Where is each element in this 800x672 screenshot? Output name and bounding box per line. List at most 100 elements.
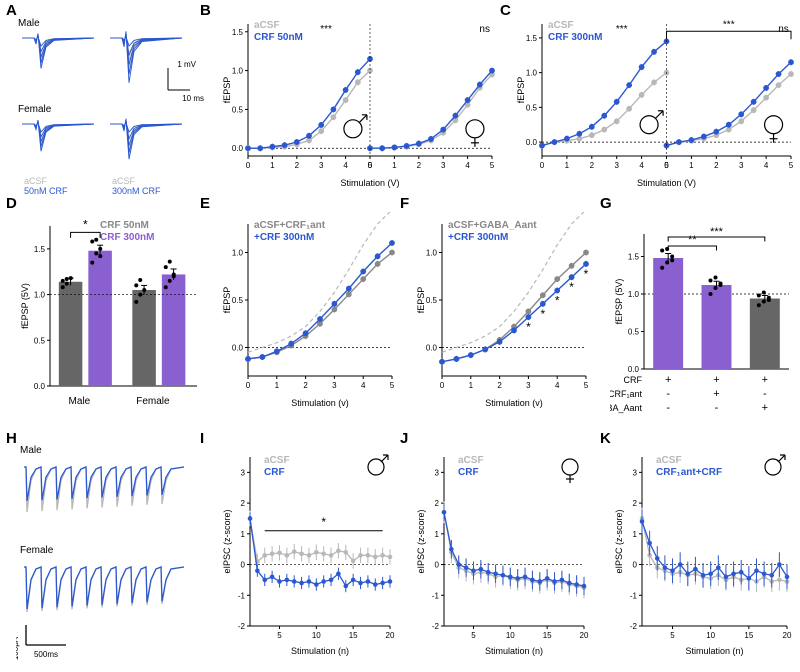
svg-text:Stimulation (n): Stimulation (n) [291, 646, 349, 656]
svg-text:*: * [584, 267, 589, 281]
svg-text:fEPSP (5V): fEPSP (5V) [614, 279, 624, 325]
svg-text:3: 3 [614, 161, 619, 170]
svg-text:1.5: 1.5 [34, 245, 46, 254]
svg-text:CRF 300nM: CRF 300nM [548, 32, 602, 43]
svg-text:aCSF+GABA_Aant: aCSF+GABA_Aant [448, 220, 537, 231]
panel-d: 0.00.51.01.5fEPSP (5V)MaleFemaleCRF 50nM… [16, 212, 201, 412]
svg-text:0.5: 0.5 [34, 336, 46, 345]
svg-text:20: 20 [386, 631, 395, 640]
crf300-label: 300nM CRF [112, 186, 161, 196]
svg-text:-2: -2 [238, 622, 246, 631]
panel-f: 0.00.51.0fEPSPStimulation (v)012345aCSF+… [412, 212, 592, 412]
svg-text:1.5: 1.5 [628, 253, 640, 262]
svg-text:ns: ns [778, 24, 789, 35]
svg-text:2: 2 [633, 499, 638, 508]
acsf-label-2: aCSF [112, 176, 135, 186]
chart-f: 0.00.51.0fEPSPStimulation (v)012345aCSF+… [412, 212, 592, 412]
svg-text:0.0: 0.0 [34, 382, 46, 391]
svg-text:0.0: 0.0 [426, 344, 438, 353]
svg-text:5: 5 [471, 631, 476, 640]
svg-text:0.0: 0.0 [628, 365, 640, 374]
svg-text:0: 0 [435, 561, 440, 570]
h-female: Female [20, 545, 53, 556]
svg-text:0.0: 0.0 [526, 138, 538, 147]
acsf-label-1: aCSF [24, 176, 47, 186]
svg-text:*: * [569, 280, 574, 294]
svg-text:5: 5 [277, 631, 282, 640]
label-j: J [400, 430, 408, 447]
svg-text:2: 2 [435, 499, 440, 508]
svg-text:ns: ns [479, 24, 490, 35]
svg-text:0.5: 0.5 [526, 103, 538, 112]
label-f: F [400, 195, 409, 212]
svg-text:+: + [665, 374, 671, 386]
svg-text:1: 1 [469, 381, 474, 390]
chart-g: 0.00.51.01.5fEPSP (5V)*****CRF+++CRF₁ant… [610, 212, 795, 427]
svg-text:15: 15 [349, 631, 358, 640]
male-label: Male [18, 18, 40, 29]
svg-text:3: 3 [319, 161, 324, 170]
svg-text:0.5: 0.5 [628, 328, 640, 337]
panel-g: 0.00.51.01.5fEPSP (5V)*****CRF+++CRF₁ant… [610, 212, 795, 427]
svg-text:15: 15 [543, 631, 552, 640]
svg-text:*: * [555, 294, 560, 308]
svg-text:fEPSP (5V): fEPSP (5V) [20, 283, 30, 329]
svg-text:0: 0 [664, 161, 669, 170]
svg-text:3: 3 [441, 161, 446, 170]
svg-text:5: 5 [670, 631, 675, 640]
svg-text:CRF 300nM: CRF 300nM [100, 232, 154, 243]
svg-text:0.5: 0.5 [232, 296, 244, 305]
svg-text:10: 10 [506, 631, 515, 640]
chart-k: -2-101235101520eIPSC (z-score)Stimulatio… [610, 445, 795, 660]
svg-text:eIPSC (z-score): eIPSC (z-score) [614, 509, 624, 573]
svg-text:3: 3 [739, 161, 744, 170]
svg-text:fEPSP: fEPSP [516, 77, 526, 104]
svg-text:-: - [666, 388, 670, 400]
svg-text:0: 0 [540, 161, 545, 170]
svg-text:0: 0 [440, 381, 445, 390]
panel-k: -2-101235101520eIPSC (z-score)Stimulatio… [610, 445, 795, 660]
svg-text:3: 3 [332, 381, 337, 390]
svg-text:eIPSC (z-score): eIPSC (z-score) [222, 509, 232, 573]
svg-text:5: 5 [490, 161, 495, 170]
svg-text:CRF₁ant+CRF: CRF₁ant+CRF [656, 467, 722, 478]
svg-text:-: - [666, 402, 670, 414]
svg-text:15: 15 [744, 631, 753, 640]
svg-text:0.5: 0.5 [232, 105, 244, 114]
chart-i: -2-101235101520eIPSC (z-score)Stimulatio… [218, 445, 398, 660]
svg-text:-2: -2 [432, 622, 440, 631]
svg-text:2: 2 [417, 161, 422, 170]
svg-text:1.0: 1.0 [526, 69, 538, 78]
panel-c: 0.00.51.01.5fEPSPStimulation (V)01234501… [512, 12, 797, 192]
svg-text:1: 1 [241, 530, 246, 539]
svg-text:1.0: 1.0 [232, 249, 244, 258]
panel-j: -2-101235101520eIPSC (z-score)Stimulatio… [412, 445, 592, 660]
svg-text:0: 0 [633, 561, 638, 570]
svg-text:4: 4 [764, 161, 769, 170]
svg-text:2: 2 [241, 499, 246, 508]
label-g: G [600, 195, 612, 212]
svg-text:aCSF: aCSF [656, 455, 682, 466]
svg-text:-2: -2 [630, 622, 638, 631]
svg-text:eIPSC (z-score): eIPSC (z-score) [416, 509, 426, 573]
label-b: B [200, 2, 211, 19]
svg-text:Stimulation (v): Stimulation (v) [291, 398, 349, 408]
svg-text:+: + [762, 374, 768, 386]
svg-text:4: 4 [555, 381, 560, 390]
svg-text:20: 20 [580, 631, 589, 640]
svg-text:CRF 50nM: CRF 50nM [254, 32, 303, 43]
svg-text:+CRF 300nM: +CRF 300nM [254, 232, 314, 243]
svg-text:0: 0 [246, 161, 251, 170]
label-c: C [500, 2, 511, 19]
svg-text:500ms: 500ms [34, 650, 58, 659]
svg-text:5: 5 [584, 381, 589, 390]
svg-text:0: 0 [368, 161, 373, 170]
panel-a: Male 1 mV 10 ms Female aCSF 50nM CRF aCS… [18, 18, 198, 193]
svg-text:*: * [526, 320, 531, 334]
svg-text:1.0: 1.0 [426, 249, 438, 258]
svg-text:5: 5 [789, 161, 794, 170]
svg-text:+: + [713, 388, 719, 400]
svg-text:10: 10 [312, 631, 321, 640]
svg-text:1: 1 [392, 161, 397, 170]
svg-text:1: 1 [270, 161, 275, 170]
